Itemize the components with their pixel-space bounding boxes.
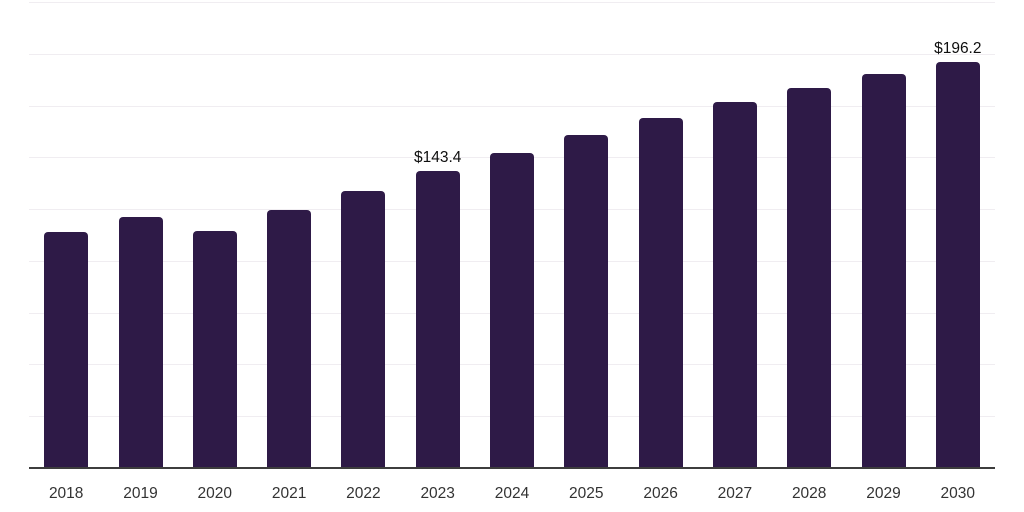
bar-2026 [638, 117, 683, 468]
bar-2027 [712, 102, 757, 468]
gridline [29, 105, 995, 107]
x-tick-label-2023: 2023 [420, 485, 455, 502]
x-tick-label-2018: 2018 [48, 485, 84, 502]
bar-2021 [267, 210, 312, 468]
x-tick-label-2024: 2024 [494, 485, 530, 502]
bar-2022 [341, 190, 386, 468]
bar-2023 [415, 171, 460, 468]
x-tick-label-2021: 2021 [271, 485, 307, 502]
bar-2025 [564, 134, 609, 468]
bar-2020 [192, 231, 237, 468]
bar-2028 [787, 88, 832, 468]
gridline [29, 2, 995, 3]
bar-2018 [44, 231, 89, 468]
x-tick-label-2026: 2026 [643, 485, 678, 502]
bar-2029 [861, 73, 906, 468]
gridline [29, 53, 995, 55]
bar-2019 [118, 217, 163, 468]
bar-value-label-2023: $143.4 [413, 149, 462, 166]
x-tick-label-2030: 2030 [940, 485, 976, 502]
bar-value-label-2030: $196.2 [934, 39, 982, 57]
x-tick-label-2022: 2022 [346, 485, 381, 502]
x-tick-label-2029: 2029 [866, 485, 901, 502]
x-tick-label-2028: 2028 [791, 485, 827, 502]
x-tick-label-2027: 2027 [717, 485, 753, 502]
x-tick-label-2020: 2020 [197, 485, 233, 502]
x-axis-line [29, 467, 995, 469]
bar-2024 [490, 153, 534, 468]
x-tick-label-2019: 2019 [123, 485, 158, 502]
x-tick-label-2025: 2025 [569, 485, 604, 502]
bar-2030 [935, 61, 980, 468]
